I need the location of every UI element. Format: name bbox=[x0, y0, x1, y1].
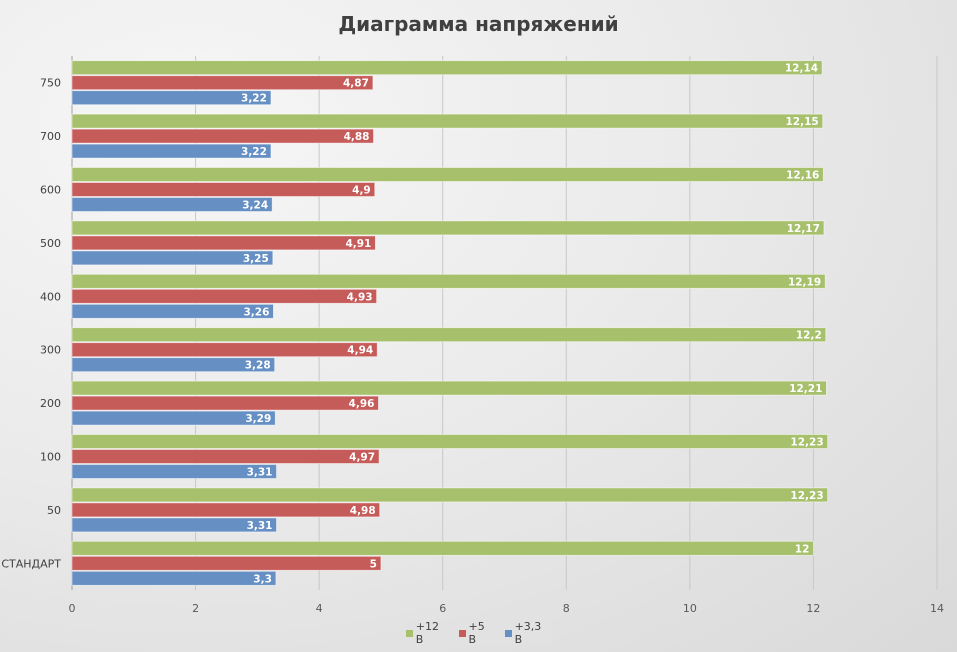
y-tick-label: 600 bbox=[40, 184, 61, 197]
bar bbox=[71, 250, 274, 266]
bar bbox=[71, 410, 276, 426]
data-label: 12,17 bbox=[787, 223, 820, 235]
legend-item-5v: +5 В bbox=[458, 620, 495, 646]
bar bbox=[71, 303, 274, 319]
data-label: 3,31 bbox=[247, 520, 273, 532]
bar bbox=[71, 540, 814, 556]
y-tick-label: 100 bbox=[40, 451, 61, 464]
x-tick-label: 10 bbox=[683, 602, 697, 615]
legend: +12 В +5 В +3,3 В bbox=[406, 620, 551, 646]
bar bbox=[71, 197, 273, 212]
x-tick-label: 12 bbox=[806, 602, 820, 615]
legend-item-3v3: +3,3 В bbox=[504, 620, 551, 646]
legend-label: +3,3 В bbox=[514, 620, 542, 646]
y-tick-label: 750 bbox=[40, 77, 61, 90]
data-label: 12,14 bbox=[785, 63, 818, 75]
legend-label: +5 В bbox=[468, 620, 485, 646]
data-label: 3,24 bbox=[242, 200, 268, 212]
bar bbox=[71, 60, 823, 76]
data-label: 3,26 bbox=[243, 306, 269, 318]
x-tick-label: 0 bbox=[69, 602, 76, 615]
data-label: 5 bbox=[370, 558, 377, 570]
legend-swatch bbox=[458, 629, 466, 637]
bar bbox=[71, 487, 829, 503]
data-label: 4,88 bbox=[344, 131, 370, 143]
data-label: 4,96 bbox=[349, 398, 375, 410]
bar bbox=[71, 128, 374, 144]
data-label: 4,91 bbox=[345, 238, 371, 250]
data-label: 12,21 bbox=[789, 383, 822, 395]
y-tick-label: 200 bbox=[40, 397, 61, 410]
data-label: 12 bbox=[795, 543, 810, 555]
y-tick-label: 300 bbox=[40, 344, 61, 357]
x-tick-label: 14 bbox=[930, 602, 944, 615]
legend-item-12v: +12 В bbox=[406, 620, 449, 646]
bar bbox=[71, 143, 272, 159]
legend-swatch bbox=[406, 629, 413, 637]
x-tick-label: 2 bbox=[192, 602, 199, 615]
data-label: 4,98 bbox=[350, 505, 376, 517]
x-tick-label: 6 bbox=[439, 602, 446, 615]
data-label: 3,22 bbox=[241, 146, 267, 158]
bar bbox=[71, 502, 381, 518]
data-label: 12,16 bbox=[786, 170, 819, 182]
x-tick-label: 4 bbox=[316, 602, 323, 615]
bar bbox=[71, 288, 378, 304]
y-tick-label: СТАНДАРТ bbox=[1, 557, 61, 570]
y-tick-label: 50 bbox=[47, 504, 61, 517]
data-label: 3,28 bbox=[245, 360, 271, 372]
data-label: 4,94 bbox=[347, 345, 373, 357]
data-label: 12,19 bbox=[788, 276, 821, 288]
bar bbox=[71, 235, 376, 251]
bar bbox=[71, 434, 829, 449]
data-label: 4,93 bbox=[347, 291, 373, 303]
data-label: 4,97 bbox=[349, 452, 375, 464]
bar bbox=[71, 395, 379, 411]
legend-label: +12 В bbox=[415, 620, 439, 646]
bar bbox=[71, 90, 272, 106]
bar bbox=[71, 555, 382, 571]
data-label: 4,9 bbox=[352, 185, 371, 197]
bar bbox=[71, 75, 374, 91]
legend-swatch bbox=[504, 629, 512, 637]
y-tick-label: 500 bbox=[40, 237, 61, 250]
data-label: 3,3 bbox=[253, 573, 272, 585]
data-label: 3,31 bbox=[247, 467, 273, 479]
data-label: 3,25 bbox=[243, 253, 269, 265]
bar bbox=[71, 449, 380, 464]
bar bbox=[71, 273, 826, 289]
data-label: 3,22 bbox=[241, 93, 267, 105]
bar bbox=[71, 182, 376, 197]
bar bbox=[71, 570, 277, 586]
bar bbox=[71, 113, 824, 129]
data-label: 3,29 bbox=[245, 413, 271, 425]
bar bbox=[71, 342, 378, 358]
bar bbox=[71, 380, 827, 396]
data-label: 4,87 bbox=[343, 78, 369, 90]
y-tick-label: 700 bbox=[40, 130, 61, 143]
data-label: 12,2 bbox=[796, 330, 822, 342]
bar bbox=[71, 167, 824, 182]
data-label: 12,23 bbox=[790, 490, 823, 502]
data-label: 12,23 bbox=[790, 437, 823, 449]
bar bbox=[71, 327, 827, 343]
bar bbox=[71, 220, 825, 236]
y-tick-label: 400 bbox=[40, 290, 61, 303]
x-tick-label: 8 bbox=[563, 602, 570, 615]
data-label: 12,15 bbox=[785, 116, 818, 128]
bar bbox=[71, 517, 277, 533]
chart-title: Диаграмма напряжений bbox=[338, 12, 619, 36]
bar bbox=[71, 464, 277, 479]
bar bbox=[71, 357, 276, 373]
